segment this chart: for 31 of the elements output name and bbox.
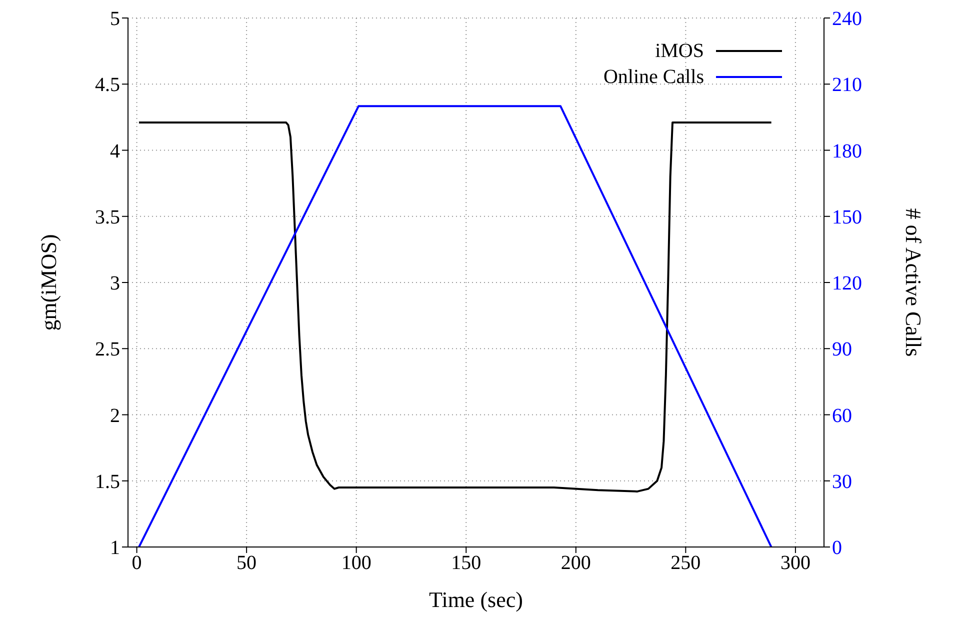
x-tick-label: 250 [670,552,701,574]
y-tick-label: 5 [110,8,120,30]
legend-label: Online Calls [603,65,704,90]
y2-tick-label: 180 [832,140,862,162]
y-tick-label: 4 [110,140,120,162]
x-axis-title: Time (sec) [429,587,523,612]
x-tick-label: 200 [560,552,591,574]
x-tick-label: 300 [780,552,810,574]
line-series [138,121,772,492]
y2-tick-label: 120 [832,272,862,295]
y-tick-label: 2 [110,404,120,427]
y2-tick-label: 210 [832,74,862,96]
y-tick-label: 1 [110,537,120,560]
y-axis-title: gm(iMOS) [36,234,61,331]
y2-tick-label: 240 [832,8,862,30]
y-tick-label: 1.5 [95,470,120,493]
x-tick-label: 100 [341,552,372,574]
x-tick-label: 0 [132,552,142,574]
x-tick-label: 50 [236,552,257,574]
y2-tick-label: 90 [832,338,852,361]
y-tick-label: 3.5 [95,206,120,228]
y2-axis-title: # of Active Calls [901,208,926,357]
y-tick-label: 2.5 [95,338,120,361]
x-tick-label: 150 [451,552,482,574]
y-tick-label: 4.5 [95,74,120,96]
y2-tick-label: 150 [832,206,862,228]
y-tick-label: 3 [110,272,120,295]
legend-label: iMOS [655,39,704,64]
y2-tick-label: 0 [832,537,842,560]
y2-tick-label: 30 [832,470,852,493]
y2-tick-label: 60 [832,404,852,427]
